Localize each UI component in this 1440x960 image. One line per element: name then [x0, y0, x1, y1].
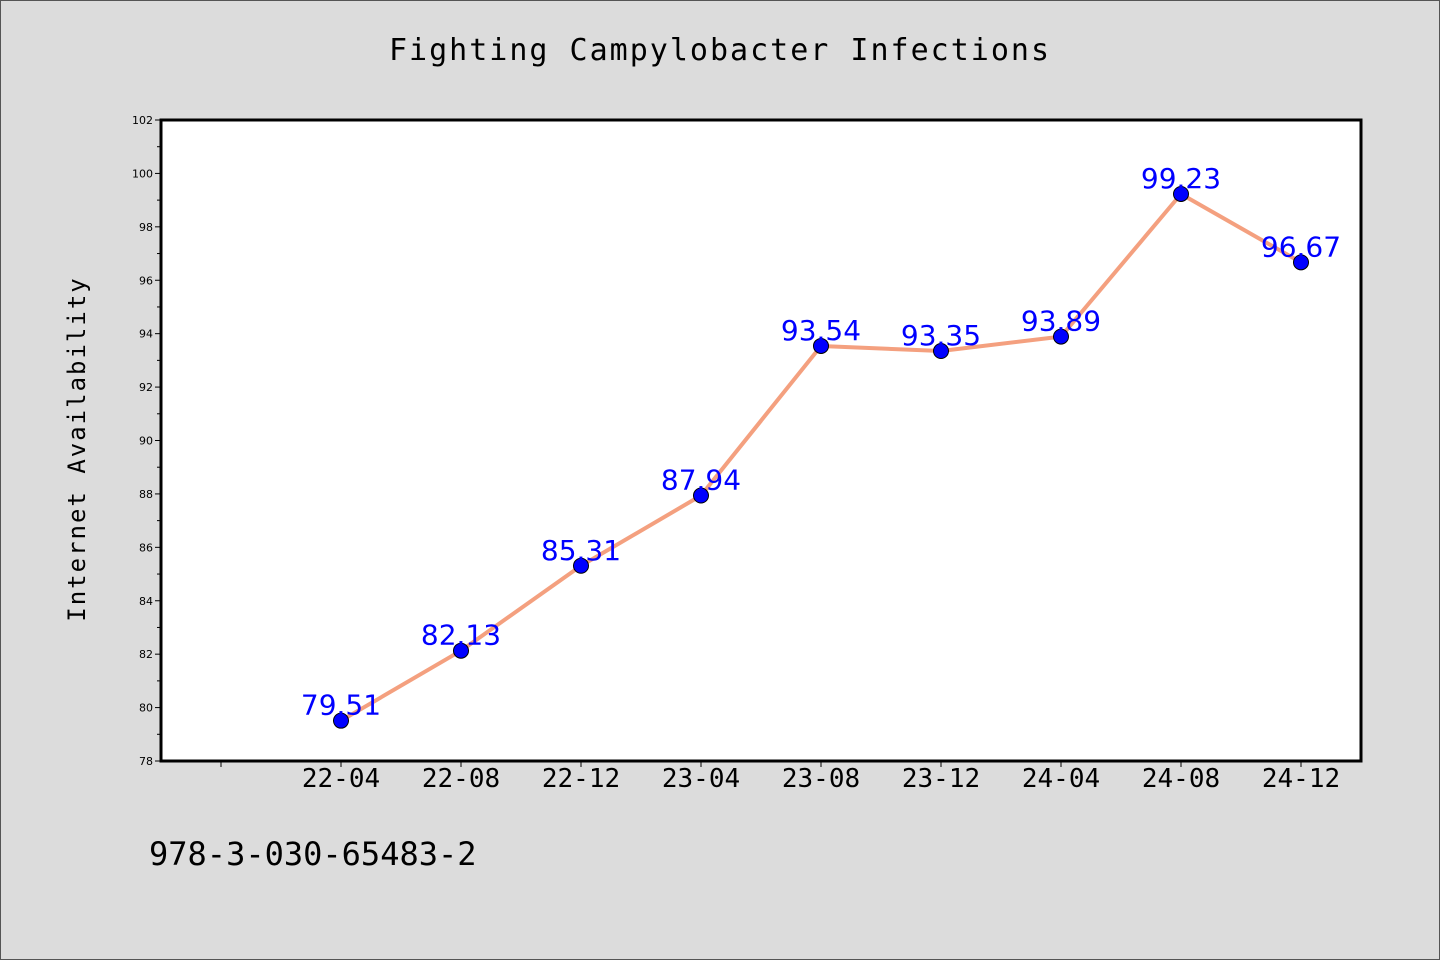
plot-area — [159, 118, 1363, 763]
y-tick-label: 98 — [139, 221, 153, 234]
x-tick-label: 23-04 — [662, 764, 740, 794]
y-tick-label: 90 — [139, 435, 153, 448]
y-tick-label: 80 — [139, 702, 153, 715]
data-label: 82.13 — [421, 619, 501, 652]
data-label: 79.51 — [301, 689, 381, 722]
data-label: 93.89 — [1021, 305, 1101, 338]
y-tick-label: 82 — [139, 648, 153, 661]
y-tick-label: 94 — [139, 328, 153, 341]
x-tick-label: 23-12 — [902, 764, 980, 794]
data-label: 87.94 — [661, 464, 741, 497]
data-label: 93.35 — [901, 319, 981, 352]
y-tick-label: 84 — [139, 595, 153, 608]
y-tick-label: 78 — [139, 755, 153, 768]
x-tick-label: 24-12 — [1262, 764, 1340, 794]
data-point — [1053, 328, 1069, 345]
x-tick-label: 22-08 — [422, 764, 500, 794]
x-tick-label: 23-08 — [782, 764, 860, 794]
x-tick-label: 24-08 — [1142, 764, 1220, 794]
data-point — [1293, 254, 1309, 271]
x-tick-label: 24-04 — [1022, 764, 1100, 794]
data-point — [453, 642, 469, 659]
data-point — [1173, 185, 1189, 202]
data-label: 99.23 — [1141, 162, 1221, 195]
data-label: 93.54 — [781, 314, 861, 347]
y-tick-label: 102 — [132, 114, 153, 127]
y-tick-label: 88 — [139, 488, 153, 501]
data-point — [933, 343, 949, 360]
y-tick-label: 96 — [139, 274, 153, 287]
data-point — [693, 487, 709, 504]
y-tick-label: 92 — [139, 381, 153, 394]
chart-title: Fighting Campylobacter Infections — [388, 33, 1052, 68]
data-point — [333, 712, 349, 729]
data-point — [573, 557, 589, 574]
x-tick-label: 22-04 — [302, 764, 380, 794]
data-label: 96.67 — [1261, 230, 1341, 263]
x-tick-label: 22-12 — [542, 764, 620, 794]
data-label: 85.31 — [541, 534, 621, 567]
y-tick-label: 100 — [132, 167, 153, 180]
isbn-text: 978-3-030-65483-2 — [149, 835, 477, 873]
y-tick-label: 86 — [139, 541, 153, 554]
data-point — [813, 337, 829, 354]
